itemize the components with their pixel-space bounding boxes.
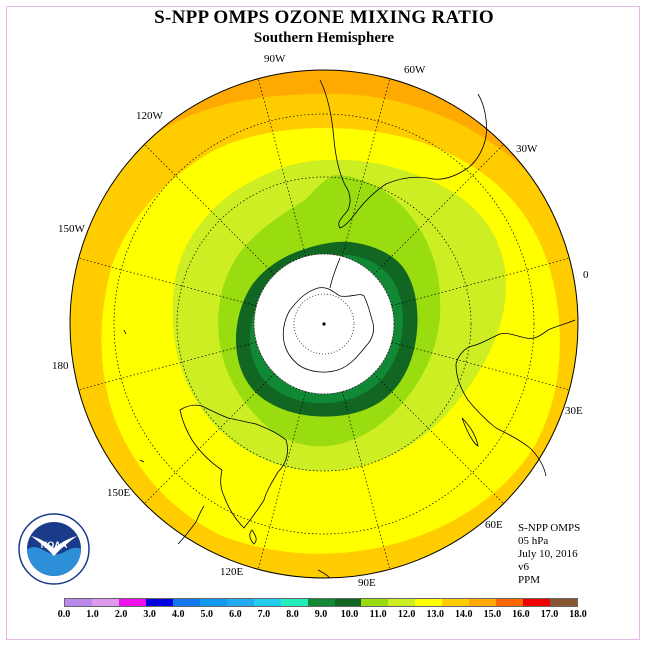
colorbar-segment <box>199 599 227 606</box>
colorbar-segment <box>253 599 281 606</box>
noaa-logo-text: NOAA <box>41 540 68 550</box>
colorbar-segment <box>172 599 200 606</box>
colorbar-tick-label: 10.0 <box>340 609 359 620</box>
info-level: 05 hPa <box>518 535 549 547</box>
map-border <box>69 69 579 579</box>
colorbar-tick-label: 17.0 <box>540 609 559 620</box>
lon-label-60e: 60E <box>485 519 503 531</box>
coastline-new-zealand <box>177 505 205 545</box>
figure-frame <box>6 6 640 640</box>
colorbar-segment <box>442 599 470 606</box>
colorbar-segment <box>469 599 497 606</box>
coastline-tasmania <box>249 529 257 545</box>
colorbar-tick-label: 13.0 <box>426 609 444 620</box>
colorbar-tick-label: 16.0 <box>512 609 530 620</box>
lon-label-0: 0 <box>583 269 589 281</box>
info-units: PPM <box>518 574 541 586</box>
colorbar-segment <box>388 599 416 606</box>
colorbar-tick-label: 11.0 <box>369 609 387 620</box>
lon-label-180: 180 <box>52 360 69 372</box>
colorbar-tick-label: 3.0 <box>143 609 156 620</box>
colorbar-segment <box>226 599 254 606</box>
meridian-line <box>391 341 570 391</box>
colorbar-tick-label: 18.0 <box>569 609 587 620</box>
lon-label-120e: 120E <box>220 566 244 578</box>
colorbar-tick-label: 4.0 <box>171 609 185 620</box>
lon-label-120w: 120W <box>136 110 164 122</box>
colorbar-tick-label: 6.0 <box>229 609 242 620</box>
colorbar-segment <box>65 599 92 606</box>
colorbar <box>64 598 578 607</box>
coastline-australia <box>179 404 288 529</box>
graticule <box>78 78 570 570</box>
longitude-labels: 90W 60W 30W 0 30E 60E 90E 120E 150E 180 … <box>52 53 589 589</box>
noaa-logo: NOAA <box>17 512 91 586</box>
lon-label-30w: 30W <box>516 143 538 155</box>
coastline-antarctica <box>282 287 374 373</box>
colorbar-segment <box>145 599 173 606</box>
lon-label-90e: 90E <box>358 577 376 589</box>
colorbar-tick-label: 14.0 <box>455 609 473 620</box>
coastline-madagascar <box>461 417 479 447</box>
colorbar-tick-label: 0.0 <box>57 609 71 620</box>
lon-label-90w: 90W <box>264 53 286 65</box>
colorbar-segment <box>361 599 389 606</box>
colorbar-tick-label: 15.0 <box>483 609 502 620</box>
info-block: S-NPP OMPS 05 hPa July 10, 2016 v6 PPM <box>518 522 580 587</box>
meridian-line <box>144 144 275 275</box>
colorbar-segment <box>415 599 443 606</box>
lon-label-150w: 150W <box>58 223 86 235</box>
colorbar-tick-label: 12.0 <box>397 609 416 620</box>
colorbar-tick-label: 2.0 <box>114 609 128 620</box>
colorbar-segment <box>307 599 335 606</box>
colorbar-segment <box>280 599 308 606</box>
noaa-logo-icon: NOAA <box>18 513 90 585</box>
meridian-line <box>144 373 275 504</box>
colorbar-tick-label: 7.0 <box>257 609 271 620</box>
colorbar-segment <box>496 599 524 606</box>
colorbar-tick-label: 5.0 <box>200 609 214 620</box>
info-version: v6 <box>518 561 529 573</box>
meridian-line <box>78 257 257 307</box>
colorbar-segment <box>334 599 362 606</box>
meridian-line <box>78 341 257 391</box>
colorbar-labels: 0.0 1.0 2.0 3.0 4.0 5.0 6.0 7.0 8.0 9.0 10.0 11.0 12… <box>58 609 587 623</box>
meridian-line <box>373 144 504 275</box>
info-instrument: S-NPP OMPS <box>518 522 581 534</box>
info-date: July 10, 2016 <box>518 548 578 560</box>
south-pole-marker <box>322 322 326 326</box>
coastline-antarctic-peninsula <box>329 257 341 289</box>
colorbar-segment <box>550 599 578 606</box>
colorbar-segment <box>118 599 146 606</box>
lon-label-30e: 30E <box>565 405 583 417</box>
figure-subtitle: Southern Hemisphere <box>253 30 395 46</box>
colorbar-segment <box>523 599 551 606</box>
colorbar-tick-label: 9.0 <box>314 609 328 620</box>
meridian-line <box>341 391 391 570</box>
colorbar-segment <box>91 599 119 606</box>
coastline-islands <box>123 329 331 579</box>
meridian-line <box>257 78 307 257</box>
coastlines <box>123 79 576 579</box>
meridian-line <box>257 391 307 570</box>
meridian-line <box>391 257 570 307</box>
meridian-line <box>373 373 504 504</box>
coastline-south-america <box>319 79 487 229</box>
meridian-line <box>341 78 391 257</box>
figure-title: S-NPP OMPS OZONE MIXING RATIO <box>154 7 494 28</box>
lon-label-150e: 150E <box>107 487 131 499</box>
lon-label-60w: 60W <box>404 64 426 76</box>
colorbar-tick-label: 8.0 <box>286 609 299 620</box>
colorbar-tick-label: 1.0 <box>86 609 99 620</box>
coastline-africa <box>455 319 576 477</box>
